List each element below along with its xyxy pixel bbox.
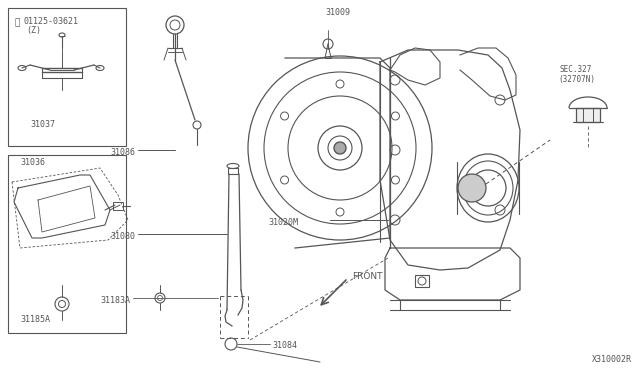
Text: 31036: 31036 [20, 158, 45, 167]
Text: Ⓑ: Ⓑ [14, 18, 19, 27]
Text: 01125-03621: 01125-03621 [23, 17, 78, 26]
Circle shape [334, 142, 346, 154]
Text: 31086: 31086 [110, 148, 135, 157]
Bar [8, 8, 126, 146]
Text: 31020M: 31020M [268, 218, 298, 227]
Text: 31084: 31084 [272, 341, 297, 350]
Bar [113, 202, 123, 210]
Text: (Z): (Z) [26, 26, 41, 35]
Text: 31183A: 31183A [100, 296, 130, 305]
Text: 31037: 31037 [30, 120, 55, 129]
Bar [576, 108, 600, 122]
Text: X310002R: X310002R [592, 355, 632, 364]
Text: (32707N): (32707N) [558, 75, 595, 84]
Bar [8, 155, 126, 333]
Circle shape [458, 174, 486, 202]
Text: FRONT: FRONT [352, 272, 383, 281]
Text: SEC.327: SEC.327 [560, 65, 593, 74]
Bar [415, 275, 429, 287]
Bar [228, 168, 238, 174]
Text: 31185A: 31185A [20, 315, 50, 324]
Text: 31009: 31009 [326, 8, 351, 17]
Text: 31080: 31080 [110, 232, 135, 241]
